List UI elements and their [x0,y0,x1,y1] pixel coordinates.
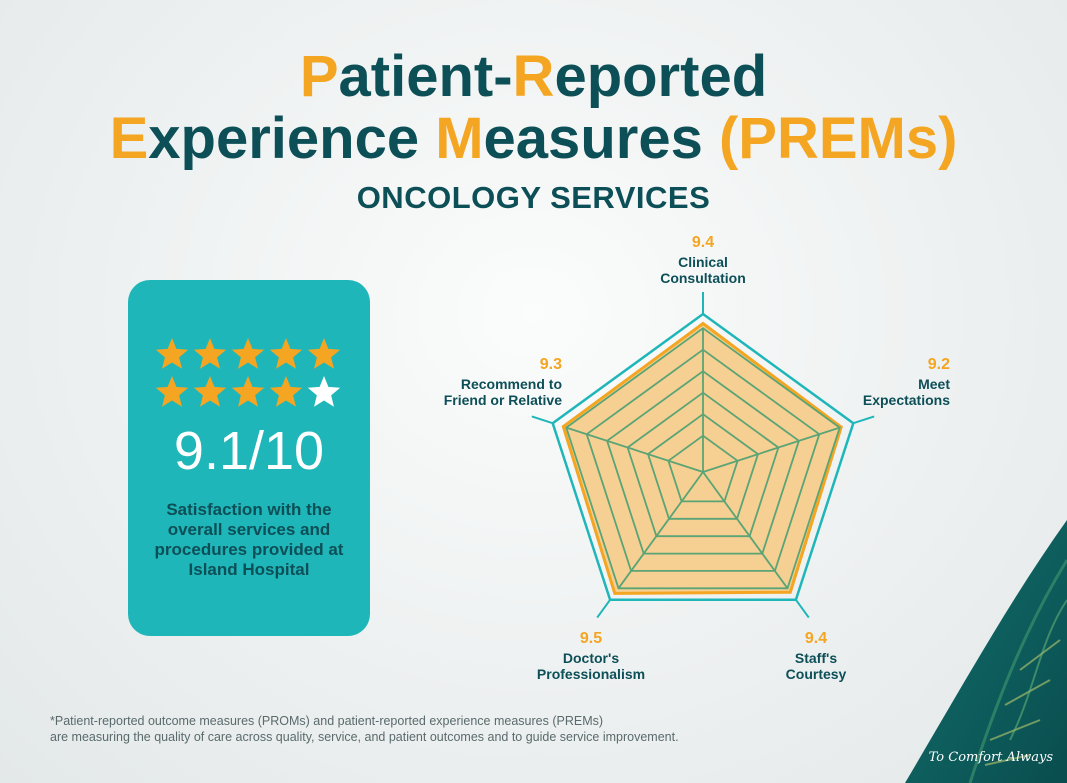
radar-axis-tick [531,415,554,425]
star-filled-icon [193,338,227,369]
radar-grid-ring [626,391,780,538]
footnote: *Patient-reported outcome measures (PROM… [50,713,810,745]
radar-axis-label: Recommend to [461,376,562,392]
radar-grid-ring [585,348,821,572]
radar-value-label: 9.3 [540,356,562,373]
star-filled-icon [231,376,265,407]
radar-axis-label: Staff's [795,650,837,666]
summary-card: 9.1/10 Satisfaction with the overall ser… [128,280,370,636]
footnote-line-2: are measuring the quality of care across… [50,730,679,744]
radar-spoke [617,471,704,589]
radar-axis-tick [795,599,810,619]
title-segment: M [435,106,484,171]
title-segment: atient- [338,44,513,109]
star-filled-icon [155,376,189,407]
title-segment: P [299,44,339,109]
score-description: Satisfaction with the overall services a… [154,500,344,579]
title-segment: R [512,44,555,109]
radar-value-label: 9.2 [928,356,950,373]
footnote-line-1: *Patient-reported outcome measures (PROM… [50,714,604,728]
page-subtitle: ONCOLOGY SERVICES [356,180,711,215]
star-filled-icon [269,338,303,369]
radar-value-label: 9.4 [692,234,714,251]
radar-axis-label: Doctor's [563,650,619,666]
radar-axis-tick [852,415,875,425]
radar-grid-ring [667,434,739,503]
title-segment: easures [483,106,719,171]
radar-outer-frame [551,312,855,602]
brand-slogan: To Comfort Always [928,750,1053,765]
star-filled-icon [155,338,189,369]
star-filled-icon [231,338,265,369]
title-segment: eported [554,44,768,109]
star-filled-icon [193,376,227,407]
star-empty-icon [307,376,341,407]
overall-score: 9.1/10 [173,421,325,481]
radar-axis-label: Courtesy [786,666,847,682]
star-rating [154,336,354,412]
radar-grid-ring [646,413,760,520]
radar-axis-tick [596,599,611,619]
title-segment: (PREMs) [718,106,958,171]
radar-spoke [702,471,789,589]
radar-axis-label: Meet [918,376,950,392]
radar-axis-label: Friend or Relative [444,392,562,408]
title-line-1: Patient-Reported [0,46,1067,108]
title-line-2: Experience Measures (PREMs) [0,108,1067,170]
star-filled-icon [307,338,341,369]
title-segment: xperience [148,106,436,171]
radar-value-label: 9.5 [580,630,602,647]
star-filled-icon [269,376,303,407]
radar-grid-ring [565,327,841,590]
radar-axis-label: Professionalism [537,666,645,682]
radar-axis-label: Expectations [863,392,950,408]
radar-spoke [702,426,840,473]
title-segment: E [109,106,149,171]
radar-axis-label: Clinical [678,254,728,270]
radar-axis-label: Consultation [660,270,746,286]
radar-grid-ring [606,370,800,555]
radar-spoke [566,426,704,473]
radar-value-label: 9.4 [805,630,827,647]
